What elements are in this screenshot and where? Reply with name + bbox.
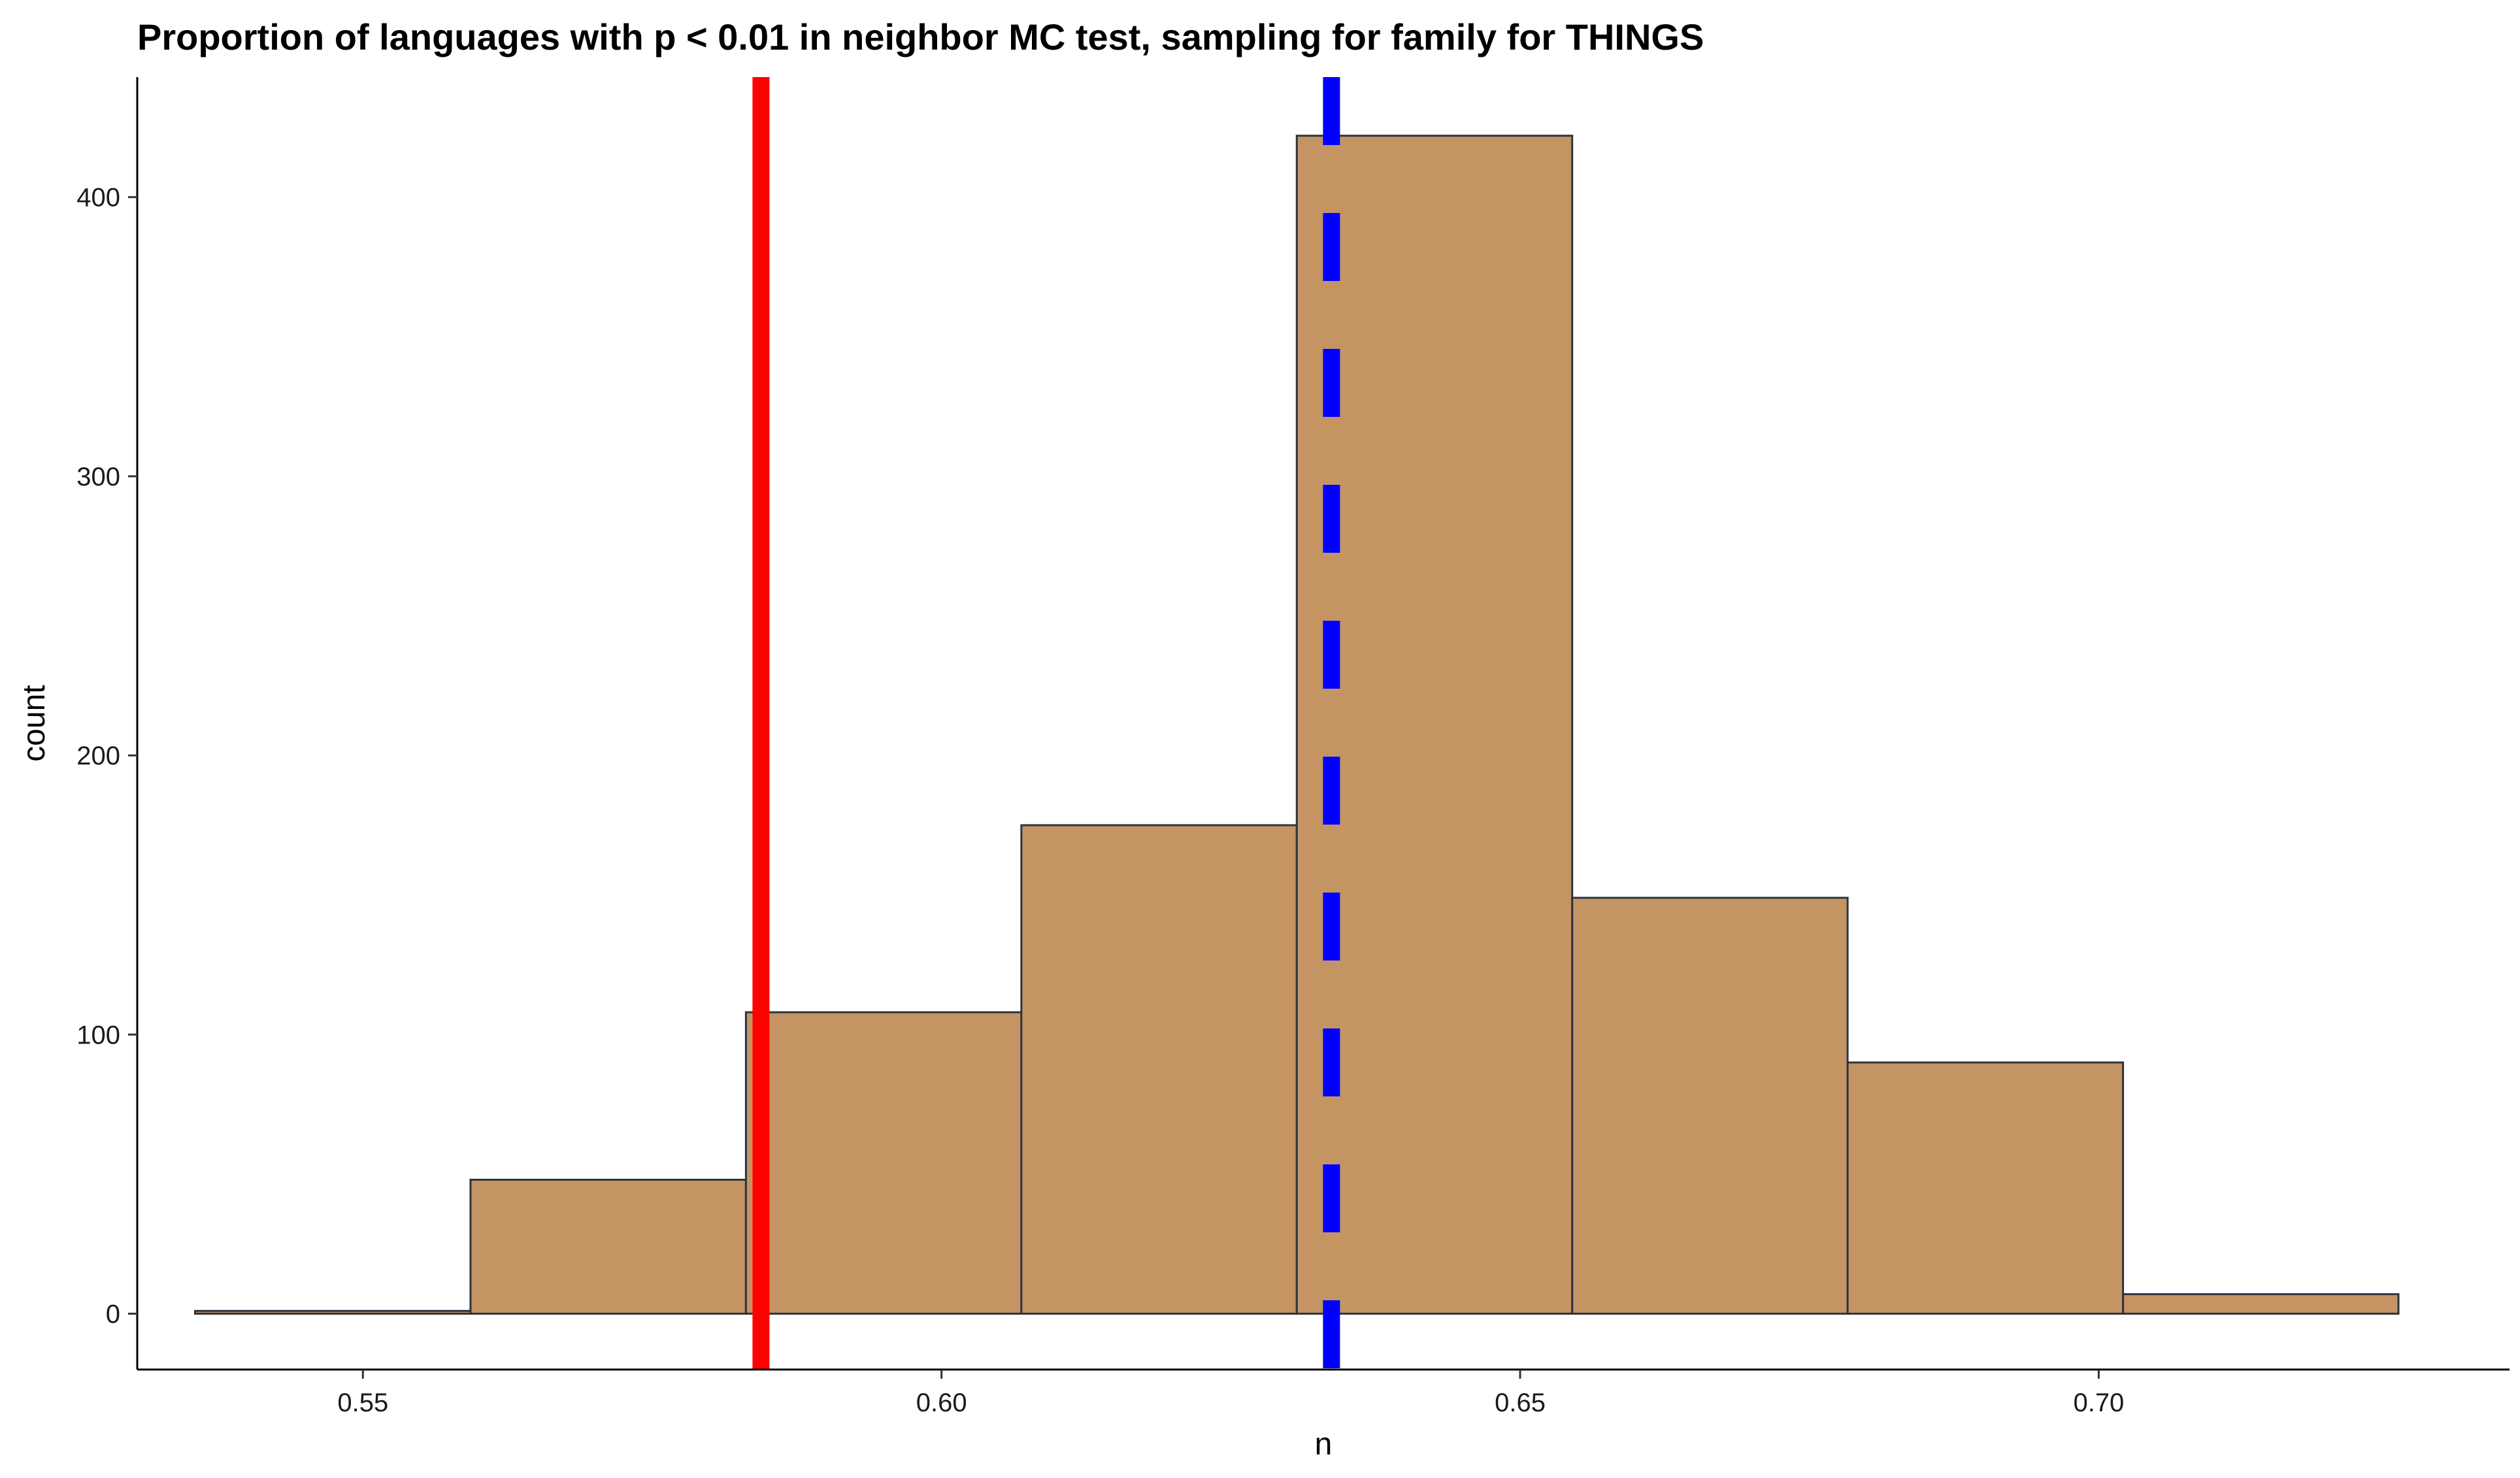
- x-axis-title: n: [1315, 1427, 1333, 1462]
- chart-title: Proportion of languages with p < 0.01 in…: [137, 16, 1704, 57]
- histogram-bar-8: [2122, 1293, 2400, 1315]
- histogram-bars: [194, 135, 2400, 1315]
- x-axis-ticks: 0.55 0.60 0.65 0.70: [337, 1370, 2124, 1417]
- reference-lines: [752, 77, 1340, 1370]
- y-tick-label: 300: [76, 463, 120, 491]
- histogram-bar-4: [1020, 824, 1298, 1315]
- histogram-bar-1: [194, 1309, 472, 1315]
- histogram-bar-5: [1295, 135, 1574, 1315]
- y-axis-title: count: [17, 685, 52, 761]
- x-tick-label: 0.55: [337, 1388, 388, 1417]
- y-tick-label: 200: [76, 742, 120, 770]
- x-tick-label: 0.65: [1495, 1388, 1546, 1417]
- y-tick-label: 100: [76, 1021, 120, 1049]
- y-axis-ticks: 0 100 200 300 400: [76, 184, 137, 1329]
- x-tick-label: 0.60: [916, 1388, 967, 1417]
- y-tick-label: 0: [106, 1300, 120, 1329]
- x-tick-label: 0.70: [2073, 1388, 2124, 1417]
- histogram-bar-6: [1571, 896, 1849, 1315]
- histogram-bar-2: [469, 1178, 747, 1315]
- histogram-bar-3: [744, 1011, 1023, 1315]
- y-tick-label: 400: [76, 184, 120, 212]
- histogram-bar-7: [1846, 1061, 2125, 1315]
